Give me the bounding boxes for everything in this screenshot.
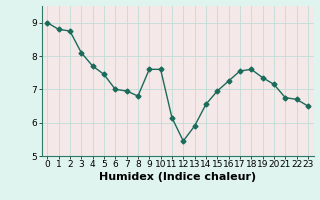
X-axis label: Humidex (Indice chaleur): Humidex (Indice chaleur) [99,172,256,182]
